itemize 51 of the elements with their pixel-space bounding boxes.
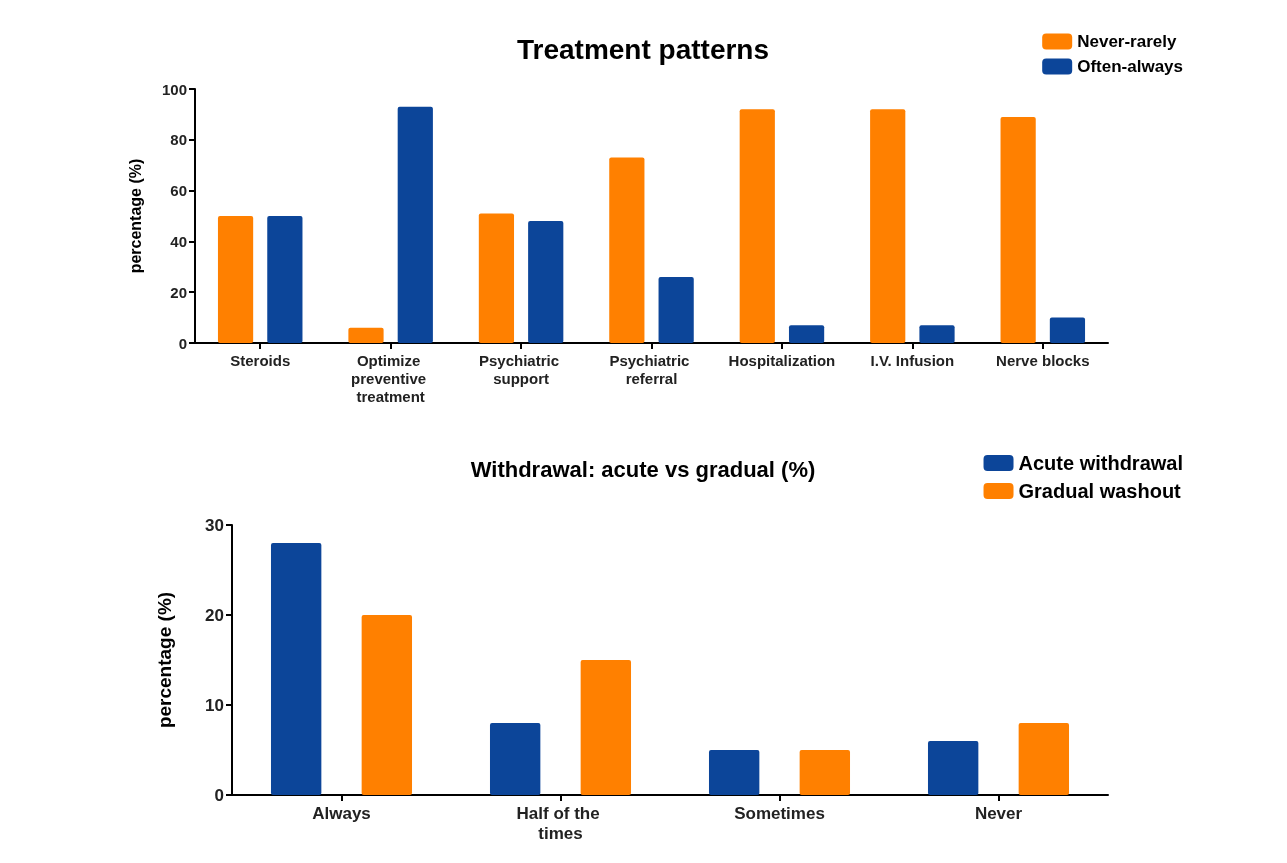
legend-label: Never-rarely <box>1077 32 1177 51</box>
x-tick-label: Psychiatric referral <box>609 351 694 387</box>
bar <box>270 543 322 795</box>
bar <box>739 109 775 343</box>
bar <box>489 723 541 795</box>
x-tick-label: Always <box>312 803 371 823</box>
y-tick-label: 40 <box>170 232 187 250</box>
bar <box>1049 317 1086 343</box>
x-tick-label: Hospitalization <box>728 351 836 369</box>
y-axis-title: percentage (%) <box>154 591 175 729</box>
y-tick-label: 100 <box>161 80 187 98</box>
y-tick-label: 80 <box>170 131 187 149</box>
bar <box>927 741 979 795</box>
bar <box>478 213 515 343</box>
bar <box>1018 723 1070 795</box>
y-tick-label: 10 <box>205 695 224 715</box>
bar <box>609 157 645 343</box>
bar <box>799 750 851 795</box>
bar <box>267 216 303 343</box>
legend-label: Often-always <box>1077 57 1183 76</box>
y-tick-label: 20 <box>170 283 187 301</box>
chart-title: Treatment patterns <box>516 33 770 65</box>
y-tick-label: 60 <box>170 182 187 200</box>
bar <box>870 109 906 343</box>
bar <box>397 106 433 343</box>
bar <box>1000 116 1036 343</box>
x-tick-label: Steroids <box>230 351 291 369</box>
y-tick-label: 0 <box>214 785 224 805</box>
x-tick-label: Nerve blocks <box>996 351 1090 369</box>
x-tick-label: I.V. Infusion <box>870 351 955 369</box>
y-tick-label: 20 <box>205 605 224 625</box>
bar <box>348 327 384 343</box>
y-tick-label: 0 <box>178 334 187 352</box>
bar <box>361 615 413 795</box>
bar <box>708 750 760 795</box>
x-tick-label: Sometimes <box>734 803 825 823</box>
legend-label: Gradual washout <box>1018 480 1182 502</box>
chart-title: Withdrawal: acute vs gradual (%) <box>470 456 816 482</box>
x-tick-label: Optimize preventive treatment <box>351 351 431 405</box>
bar <box>658 276 694 343</box>
bar <box>788 325 825 343</box>
legend-label: Acute withdrawal <box>1018 452 1184 474</box>
bar <box>217 216 254 343</box>
y-axis-title: percentage (%) <box>126 158 144 274</box>
bar <box>919 325 955 343</box>
y-tick-label: 30 <box>205 515 224 535</box>
bar <box>580 660 632 795</box>
x-tick-label: Half of the times <box>516 803 605 843</box>
x-tick-label: Never <box>974 803 1023 823</box>
x-tick-label: Psychiatric support <box>478 351 564 387</box>
bar <box>528 221 564 343</box>
